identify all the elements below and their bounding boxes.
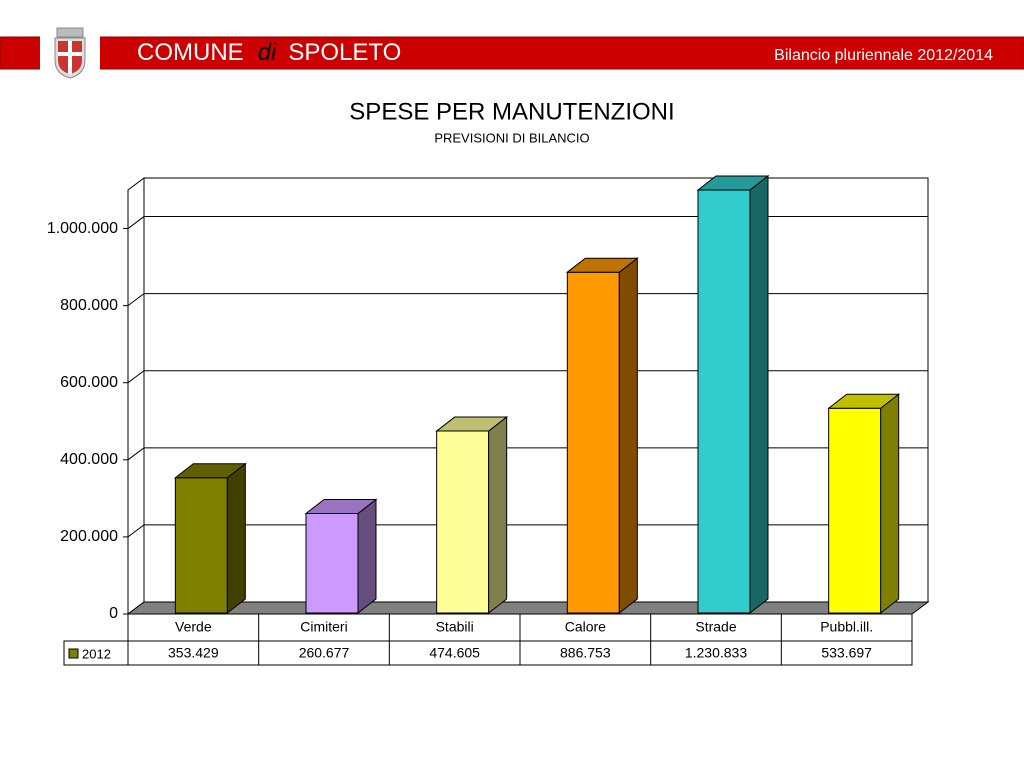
bar-top	[827, 393, 901, 409]
header-right: Bilancio pluriennale 2012/2014	[774, 47, 993, 64]
bar	[696, 174, 770, 615]
bar-side	[749, 174, 769, 615]
bar-top	[304, 499, 378, 515]
header-bar	[0, 36, 1024, 70]
value-label: 260.677	[299, 645, 350, 661]
bar-side	[488, 416, 508, 615]
bar-side	[226, 462, 246, 615]
y-tick-label: 400.000	[60, 451, 118, 468]
x-tick-label: Cimiteri	[300, 619, 347, 635]
x-tick-label: Calore	[565, 619, 606, 635]
header-title: COMUNE di SPOLETO	[137, 39, 401, 66]
bar-front	[305, 513, 359, 614]
bar-front	[697, 189, 751, 614]
back-wall	[143, 177, 929, 603]
side-wall	[127, 177, 145, 615]
y-tick-label: 600.000	[60, 374, 118, 391]
floor	[126, 601, 930, 615]
y-tick-label: 200.000	[60, 528, 118, 545]
bar-top	[435, 416, 509, 432]
value-label: 474.605	[429, 645, 480, 661]
bar-top	[173, 463, 247, 479]
header-word: di	[258, 39, 277, 66]
header-word: COMUNE	[137, 39, 244, 66]
bar	[304, 498, 378, 615]
x-tick-label: Pubbl.ill.	[820, 619, 873, 635]
grid-line	[127, 293, 928, 307]
legend-cell	[63, 640, 129, 666]
header-word: SPOLETO	[288, 39, 401, 66]
bar-front	[174, 477, 228, 614]
bar-front	[828, 407, 882, 614]
bar	[827, 393, 901, 615]
x-tick-label: Verde	[175, 619, 212, 635]
bar-side	[880, 393, 900, 615]
value-label: 533.697	[821, 645, 872, 661]
grid-line	[127, 216, 928, 229]
chart-title: SPESE PER MANUTENZIONI	[349, 98, 674, 125]
x-tick-label: Stabili	[436, 619, 474, 635]
bar	[435, 416, 509, 615]
value-label: 353.429	[168, 645, 219, 661]
legend-label: 2012	[82, 646, 111, 661]
bar	[173, 462, 247, 615]
bar-top	[696, 175, 770, 191]
chart-subtitle: PREVISIONI DI BILANCIO	[434, 130, 589, 145]
bar-front	[436, 430, 490, 614]
bar-front	[566, 271, 620, 614]
legend-swatch	[68, 648, 79, 659]
logo	[54, 27, 86, 79]
value-label: 1.230.833	[685, 645, 747, 661]
bar-top	[565, 257, 639, 273]
x-tick-label: Strade	[695, 619, 736, 635]
bar	[565, 257, 639, 615]
grid-line	[127, 370, 928, 384]
bar-side	[357, 498, 377, 615]
bar-side	[618, 257, 638, 615]
y-tick-label: 0	[109, 605, 118, 622]
grid-line	[127, 447, 928, 461]
grid-line	[127, 524, 928, 538]
y-tick-label: 800.000	[60, 297, 118, 314]
y-tick-label: 1.000.000	[47, 220, 118, 237]
value-label: 886.753	[560, 645, 611, 661]
